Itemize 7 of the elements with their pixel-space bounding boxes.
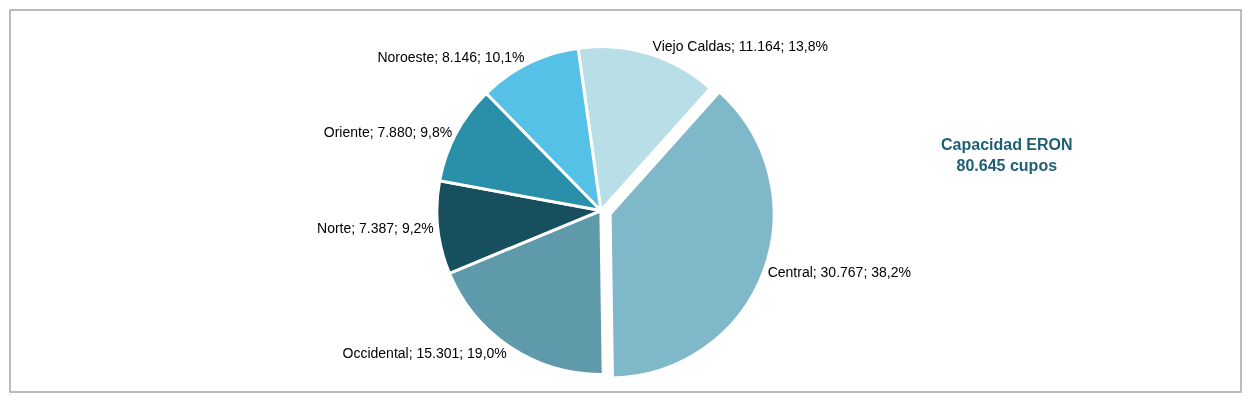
slice-label: Oriente; 7.880; 9,8%	[323, 123, 453, 140]
slice-label: Central; 30.767; 38,2%	[767, 264, 911, 281]
slice-label: Viejo Caldas; 11.164; 13,8%	[652, 38, 828, 55]
slice-label: Noroeste; 8.146; 10,1%	[377, 48, 525, 65]
slice-label: Occidental; 15.301; 19,0%	[342, 345, 507, 362]
text: Capacidad ERON 80.645 cupos	[941, 136, 1073, 174]
slice-label: Norte; 7.387; 9,2%	[317, 219, 434, 236]
